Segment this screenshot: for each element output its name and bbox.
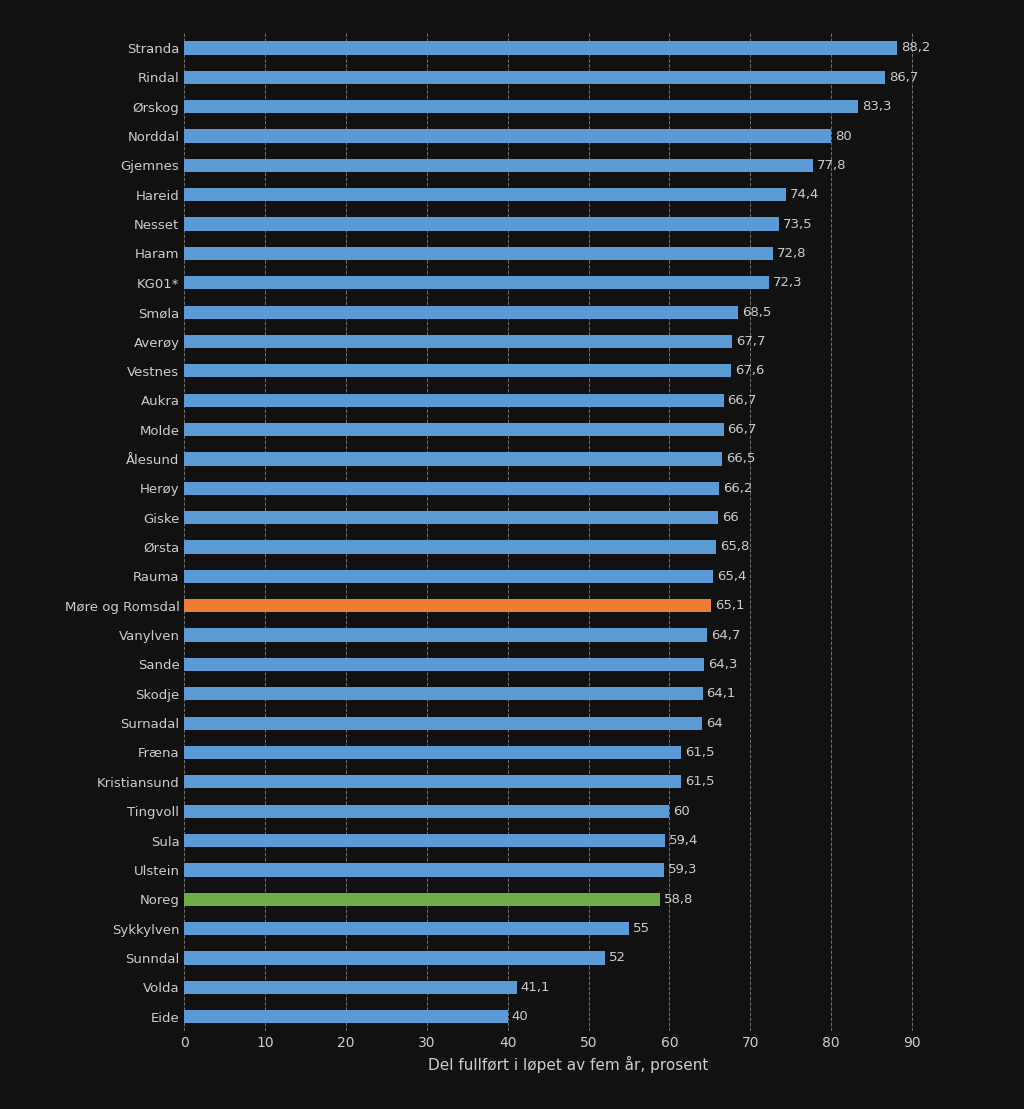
- Text: 66,5: 66,5: [726, 452, 756, 466]
- Text: 52: 52: [608, 952, 626, 965]
- Bar: [184, 629, 708, 642]
- Text: 40: 40: [512, 1010, 528, 1024]
- Bar: [184, 688, 702, 701]
- Bar: [184, 511, 718, 525]
- Bar: [184, 834, 665, 847]
- Text: 73,5: 73,5: [782, 217, 812, 231]
- Bar: [184, 716, 701, 730]
- Text: 61,5: 61,5: [685, 746, 715, 759]
- Text: 59,3: 59,3: [668, 864, 697, 876]
- Text: 74,4: 74,4: [790, 189, 819, 201]
- Text: 64,7: 64,7: [712, 629, 740, 642]
- Text: 86,7: 86,7: [889, 71, 919, 84]
- Text: 77,8: 77,8: [817, 159, 847, 172]
- Text: 60: 60: [674, 805, 690, 817]
- Bar: [184, 893, 659, 906]
- Bar: [184, 189, 785, 202]
- Bar: [184, 364, 731, 377]
- Text: 66,7: 66,7: [728, 423, 757, 436]
- Text: 66,2: 66,2: [724, 481, 753, 495]
- Text: 67,6: 67,6: [735, 365, 764, 377]
- Bar: [184, 394, 724, 407]
- Text: 65,4: 65,4: [717, 570, 746, 583]
- Bar: [184, 980, 516, 994]
- Bar: [184, 481, 720, 495]
- Text: 64: 64: [706, 716, 723, 730]
- Text: 80: 80: [836, 130, 852, 143]
- Text: 58,8: 58,8: [664, 893, 693, 906]
- Bar: [184, 41, 897, 54]
- Text: 65,8: 65,8: [720, 540, 750, 553]
- Text: 72,3: 72,3: [773, 276, 803, 289]
- Text: 61,5: 61,5: [685, 775, 715, 788]
- Bar: [184, 100, 858, 113]
- Text: 88,2: 88,2: [901, 41, 931, 54]
- Text: 66,7: 66,7: [728, 394, 757, 407]
- Bar: [184, 159, 813, 172]
- Bar: [184, 276, 769, 289]
- Bar: [184, 335, 731, 348]
- Bar: [184, 922, 629, 935]
- Bar: [184, 130, 831, 143]
- Bar: [184, 306, 738, 318]
- Text: 55: 55: [633, 922, 650, 935]
- Bar: [184, 658, 705, 671]
- Text: 67,7: 67,7: [735, 335, 765, 348]
- Bar: [184, 863, 664, 876]
- Bar: [184, 423, 724, 436]
- Text: 64,3: 64,3: [709, 658, 737, 671]
- Bar: [184, 570, 713, 583]
- Bar: [184, 540, 716, 553]
- Text: 41,1: 41,1: [520, 980, 550, 994]
- Bar: [184, 71, 885, 84]
- Bar: [184, 247, 773, 260]
- X-axis label: Del fullført i løpet av fem år, prosent: Del fullført i løpet av fem år, prosent: [428, 1056, 709, 1072]
- Text: 72,8: 72,8: [777, 247, 806, 260]
- Text: 64,1: 64,1: [707, 688, 736, 700]
- Bar: [184, 746, 682, 759]
- Bar: [184, 1010, 508, 1024]
- Text: 83,3: 83,3: [862, 100, 891, 113]
- Text: 66: 66: [722, 511, 738, 525]
- Bar: [184, 775, 682, 788]
- Bar: [184, 452, 722, 466]
- Bar: [184, 599, 711, 612]
- Bar: [184, 952, 605, 965]
- Bar: [184, 805, 670, 817]
- Text: 68,5: 68,5: [742, 306, 771, 318]
- Text: 59,4: 59,4: [669, 834, 698, 847]
- Bar: [184, 217, 778, 231]
- Text: 65,1: 65,1: [715, 599, 744, 612]
